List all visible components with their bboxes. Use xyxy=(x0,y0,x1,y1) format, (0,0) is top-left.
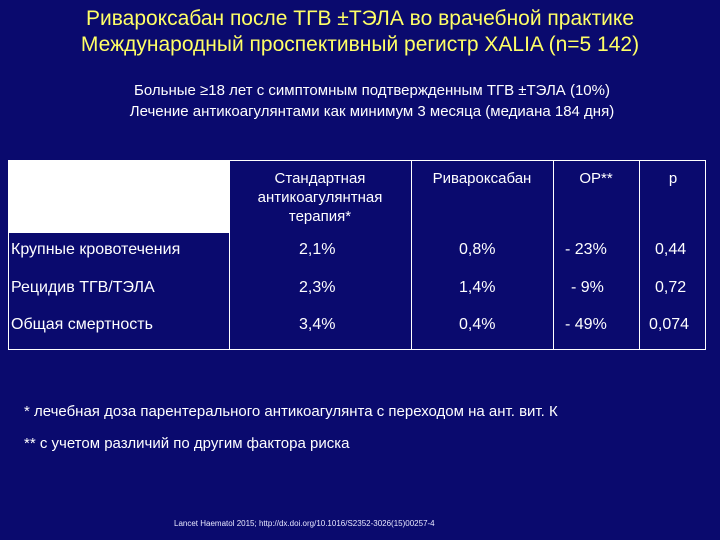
column-header-p: p xyxy=(668,170,678,187)
column-header-rivaroxaban: Ривароксабан xyxy=(432,170,532,187)
title-line-2: Международный проспективный регистр XALI… xyxy=(80,33,640,56)
description-line-1: Больные ≥18 лет с симптомным подтвержден… xyxy=(134,82,610,99)
cell-p: 0,44 xyxy=(655,241,687,258)
row-label: Общая смертность xyxy=(11,316,153,333)
slide-title: Ривароксабан после ТГВ ±ТЭЛА во врачебно… xyxy=(0,6,720,58)
cell-or: - 23% xyxy=(565,241,607,258)
source-citation: Lancet Haematol 2015; http://dx.doi.org/… xyxy=(174,519,435,528)
cell-rivaroxaban: 0,4% xyxy=(459,316,496,333)
cell-p: 0,074 xyxy=(649,316,690,333)
cell-or: - 9% xyxy=(571,279,604,296)
row-label: Крупные кровотечения xyxy=(11,241,181,258)
cell-standard: 2,1% xyxy=(299,241,336,258)
cell-p: 0,72 xyxy=(655,279,687,296)
footnote-1: * лечебная доза парентерального антикоаг… xyxy=(24,403,558,420)
column-divider xyxy=(639,161,640,349)
column-header-standard-line-3: терапия* xyxy=(288,208,352,225)
cell-rivaroxaban: 1,4% xyxy=(459,279,496,296)
column-header-standard: Стандартная антикоагулянтная терапия* xyxy=(231,169,409,226)
table-header-empty-cell xyxy=(9,161,229,233)
column-divider xyxy=(411,161,412,349)
column-header-standard-line-2: антикоагулянтная xyxy=(257,189,383,206)
cell-rivaroxaban: 0,8% xyxy=(459,241,496,258)
row-label: Рецидив ТГВ/ТЭЛА xyxy=(11,279,155,296)
column-divider xyxy=(229,161,230,349)
study-description: Больные ≥18 лет с симптомным подтвержден… xyxy=(52,80,692,122)
column-header-or: ОР** xyxy=(579,170,613,187)
column-header-standard-line-1: Стандартная xyxy=(274,170,366,187)
results-table: Стандартная антикоагулянтная терапия* Ри… xyxy=(8,160,706,350)
description-line-2: Лечение антикоагулянтами как минимум 3 м… xyxy=(129,103,615,120)
column-divider xyxy=(553,161,554,349)
footnote-2: ** с учетом различий по другим фактора р… xyxy=(24,435,350,452)
cell-or: - 49% xyxy=(565,316,607,333)
title-line-1: Ривароксабан после ТГВ ±ТЭЛА во врачебно… xyxy=(85,7,635,30)
cell-standard: 3,4% xyxy=(299,316,336,333)
cell-standard: 2,3% xyxy=(299,279,336,296)
